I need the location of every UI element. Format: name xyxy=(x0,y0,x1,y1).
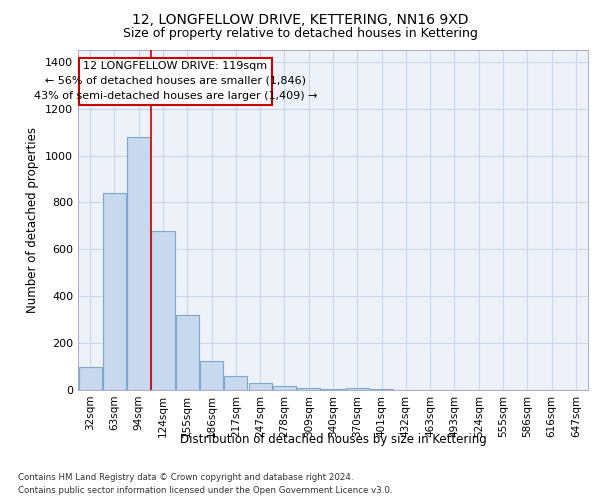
Text: Size of property relative to detached houses in Kettering: Size of property relative to detached ho… xyxy=(122,28,478,40)
Bar xyxy=(273,386,296,390)
Y-axis label: Number of detached properties: Number of detached properties xyxy=(26,127,40,313)
Text: Contains HM Land Registry data © Crown copyright and database right 2024.: Contains HM Land Registry data © Crown c… xyxy=(18,472,353,482)
Bar xyxy=(79,366,101,390)
Bar xyxy=(151,230,175,390)
FancyBboxPatch shape xyxy=(79,58,272,105)
Text: 12 LONGFELLOW DRIVE: 119sqm: 12 LONGFELLOW DRIVE: 119sqm xyxy=(83,61,268,71)
Bar xyxy=(370,389,393,390)
Bar xyxy=(322,389,344,390)
Bar xyxy=(224,376,247,390)
Bar xyxy=(176,315,199,390)
Text: Distribution of detached houses by size in Kettering: Distribution of detached houses by size … xyxy=(179,432,487,446)
Text: Contains public sector information licensed under the Open Government Licence v3: Contains public sector information licen… xyxy=(18,486,392,495)
Bar xyxy=(297,388,320,390)
Bar xyxy=(346,388,369,390)
Bar xyxy=(127,137,150,390)
Text: 43% of semi-detached houses are larger (1,409) →: 43% of semi-detached houses are larger (… xyxy=(34,90,317,101)
Bar xyxy=(200,360,223,390)
Text: 12, LONGFELLOW DRIVE, KETTERING, NN16 9XD: 12, LONGFELLOW DRIVE, KETTERING, NN16 9X… xyxy=(132,12,468,26)
Text: ← 56% of detached houses are smaller (1,846): ← 56% of detached houses are smaller (1,… xyxy=(45,76,306,86)
Bar xyxy=(248,383,272,390)
Bar xyxy=(103,193,126,390)
